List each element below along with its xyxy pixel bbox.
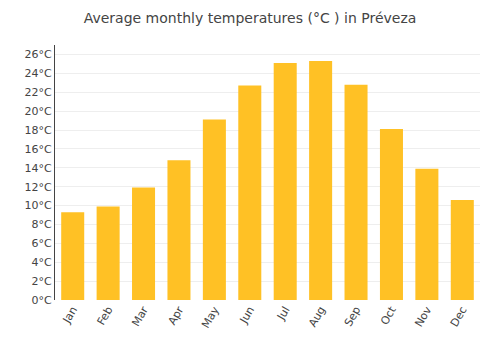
svg-text:Sep: Sep (342, 304, 364, 328)
svg-text:26°C: 26°C (25, 48, 52, 61)
svg-text:24°C: 24°C (25, 67, 52, 80)
svg-text:6°C: 6°C (32, 237, 52, 250)
svg-text:20°C: 20°C (25, 105, 52, 118)
svg-text:10°C: 10°C (25, 199, 52, 212)
svg-text:Jan: Jan (60, 304, 80, 326)
svg-text:Feb: Feb (94, 304, 115, 327)
svg-text:2°C: 2°C (32, 275, 52, 288)
svg-text:12°C: 12°C (25, 181, 52, 194)
svg-text:16°C: 16°C (25, 143, 52, 156)
svg-text:4°C: 4°C (32, 256, 52, 269)
svg-text:Dec: Dec (448, 304, 470, 329)
svg-text:Mar: Mar (129, 304, 151, 329)
svg-text:Oct: Oct (378, 304, 399, 328)
svg-text:Nov: Nov (412, 304, 434, 330)
svg-text:Apr: Apr (166, 304, 187, 327)
svg-text:Average monthly temperatures (: Average monthly temperatures (°C ) in Pr… (84, 10, 417, 26)
svg-text:8°C: 8°C (32, 218, 52, 231)
svg-text:Jun: Jun (237, 304, 257, 326)
svg-text:0°C: 0°C (32, 294, 52, 307)
svg-text:Aug: Aug (306, 304, 328, 329)
svg-text:Jul: Jul (274, 304, 292, 323)
svg-text:14°C: 14°C (25, 162, 52, 175)
svg-text:May: May (199, 304, 222, 331)
svg-text:18°C: 18°C (25, 124, 52, 137)
svg-text:22°C: 22°C (25, 86, 52, 99)
